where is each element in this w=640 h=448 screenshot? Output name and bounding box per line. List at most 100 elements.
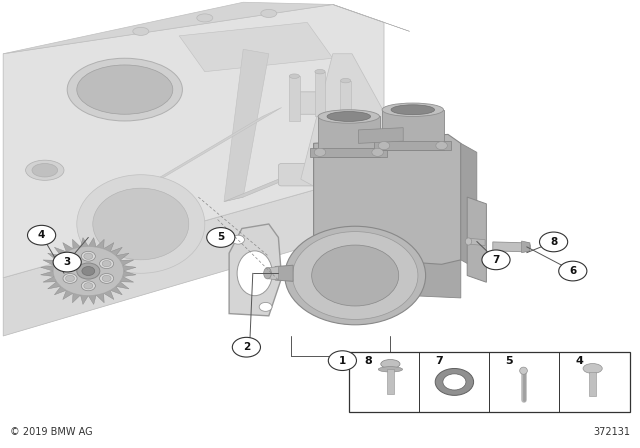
Polygon shape [47, 282, 61, 289]
Circle shape [292, 232, 418, 319]
Polygon shape [289, 76, 300, 121]
Ellipse shape [65, 260, 74, 267]
Polygon shape [522, 241, 530, 253]
Circle shape [259, 302, 272, 311]
Polygon shape [589, 372, 596, 396]
Polygon shape [275, 265, 293, 281]
Polygon shape [340, 81, 351, 125]
Text: 7: 7 [435, 356, 443, 366]
Polygon shape [120, 260, 134, 266]
Ellipse shape [264, 267, 271, 279]
Polygon shape [301, 54, 384, 224]
Ellipse shape [32, 164, 58, 177]
Polygon shape [469, 238, 485, 246]
Polygon shape [81, 295, 88, 305]
Circle shape [312, 245, 399, 306]
Polygon shape [96, 239, 104, 249]
Polygon shape [493, 242, 525, 252]
Text: © 2019 BMW AG: © 2019 BMW AG [10, 427, 92, 437]
Circle shape [53, 252, 81, 272]
Ellipse shape [237, 251, 273, 296]
Circle shape [232, 337, 260, 357]
Ellipse shape [63, 273, 77, 284]
Ellipse shape [77, 65, 173, 114]
Polygon shape [120, 276, 134, 282]
Ellipse shape [102, 275, 111, 282]
Text: 5: 5 [217, 233, 225, 242]
Polygon shape [461, 143, 477, 269]
Circle shape [232, 235, 244, 244]
Ellipse shape [261, 9, 277, 17]
Text: 4: 4 [576, 356, 584, 366]
Polygon shape [123, 271, 136, 276]
Ellipse shape [349, 119, 355, 123]
Ellipse shape [77, 175, 205, 273]
Polygon shape [43, 276, 56, 282]
Ellipse shape [372, 148, 383, 156]
Polygon shape [116, 253, 129, 260]
Ellipse shape [289, 74, 300, 78]
Polygon shape [3, 170, 384, 336]
Text: 6: 6 [569, 266, 577, 276]
Ellipse shape [100, 273, 114, 284]
Circle shape [285, 226, 426, 325]
Polygon shape [3, 2, 333, 54]
Polygon shape [387, 369, 394, 395]
Text: 1: 1 [339, 356, 346, 366]
Ellipse shape [314, 148, 326, 156]
Ellipse shape [63, 258, 77, 268]
FancyBboxPatch shape [278, 164, 317, 186]
Ellipse shape [391, 105, 435, 115]
Ellipse shape [346, 117, 358, 125]
Ellipse shape [520, 367, 527, 375]
Ellipse shape [84, 253, 93, 259]
Polygon shape [110, 247, 122, 256]
Polygon shape [318, 116, 380, 157]
Text: 3: 3 [63, 257, 71, 267]
Circle shape [207, 228, 235, 247]
Polygon shape [40, 266, 54, 271]
Ellipse shape [523, 242, 531, 251]
Polygon shape [358, 128, 403, 143]
Polygon shape [54, 286, 67, 295]
Polygon shape [382, 110, 444, 150]
Circle shape [28, 225, 56, 245]
Text: 8: 8 [365, 356, 372, 366]
Ellipse shape [436, 142, 447, 150]
Circle shape [53, 246, 124, 296]
Ellipse shape [326, 162, 339, 169]
Ellipse shape [340, 78, 351, 83]
Text: 7: 7 [492, 255, 500, 265]
Ellipse shape [382, 103, 444, 116]
Polygon shape [72, 239, 81, 249]
Ellipse shape [465, 238, 472, 245]
Ellipse shape [102, 260, 111, 267]
Polygon shape [467, 197, 486, 282]
Polygon shape [224, 152, 352, 202]
Ellipse shape [81, 281, 95, 291]
Polygon shape [315, 72, 325, 116]
Polygon shape [349, 352, 630, 412]
Text: 5: 5 [506, 356, 513, 366]
Polygon shape [229, 224, 282, 316]
Polygon shape [96, 293, 104, 303]
Ellipse shape [197, 14, 212, 22]
Circle shape [328, 351, 356, 370]
Ellipse shape [327, 112, 371, 121]
Circle shape [77, 263, 100, 279]
Circle shape [82, 267, 95, 276]
Ellipse shape [315, 69, 325, 74]
Polygon shape [314, 255, 461, 298]
Ellipse shape [318, 110, 380, 123]
Polygon shape [123, 266, 136, 271]
Ellipse shape [378, 142, 390, 150]
Polygon shape [104, 242, 114, 252]
Text: 8: 8 [550, 237, 557, 247]
Ellipse shape [133, 27, 149, 35]
Polygon shape [81, 237, 88, 247]
Ellipse shape [67, 58, 182, 121]
Polygon shape [116, 282, 129, 289]
Text: 2: 2 [243, 342, 250, 352]
Text: 372131: 372131 [593, 427, 630, 437]
Ellipse shape [381, 359, 400, 368]
